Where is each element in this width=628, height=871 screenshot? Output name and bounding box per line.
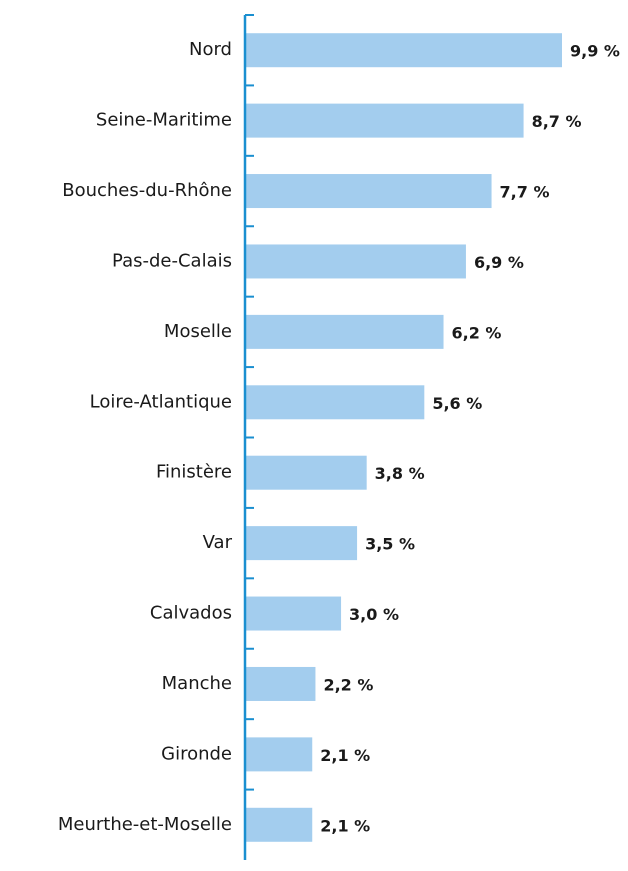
- value-label: 2,1 %: [320, 816, 370, 835]
- bar: [245, 314, 444, 349]
- bar: [245, 385, 425, 420]
- category-label: Loire-Atlantique: [90, 391, 232, 412]
- category-label: Pas-de-Calais: [112, 250, 232, 271]
- bar: [245, 103, 524, 138]
- value-label: 3,0 %: [349, 605, 399, 624]
- category-label: Nord: [189, 39, 232, 60]
- value-label: 6,9 %: [474, 253, 524, 272]
- value-label: 2,2 %: [323, 675, 373, 694]
- bar: [245, 807, 313, 842]
- category-label: Seine-Maritime: [96, 110, 232, 131]
- category-label: Meurthe-et-Moselle: [58, 814, 232, 835]
- category-label: Var: [203, 532, 233, 553]
- value-label: 3,5 %: [365, 535, 415, 554]
- value-label: 3,8 %: [375, 464, 425, 483]
- bar: [245, 666, 316, 701]
- value-label: 6,2 %: [452, 323, 502, 342]
- bar: [245, 174, 492, 209]
- category-label: Finistère: [156, 462, 232, 483]
- value-label: 5,6 %: [432, 394, 482, 413]
- bar: [245, 526, 358, 561]
- value-label: 7,7 %: [500, 183, 550, 202]
- bar: [245, 737, 313, 772]
- category-label: Gironde: [161, 743, 232, 764]
- category-label: Manche: [162, 673, 232, 694]
- category-label: Calvados: [150, 603, 232, 624]
- value-label: 9,9 %: [570, 42, 620, 61]
- bar: [245, 244, 466, 279]
- category-label: Bouches-du-Rhône: [62, 180, 232, 201]
- bar: [245, 455, 367, 490]
- bar: [245, 33, 562, 68]
- bar: [245, 596, 342, 631]
- category-label: Moselle: [164, 321, 232, 342]
- value-label: 8,7 %: [532, 112, 582, 131]
- value-label: 2,1 %: [320, 746, 370, 765]
